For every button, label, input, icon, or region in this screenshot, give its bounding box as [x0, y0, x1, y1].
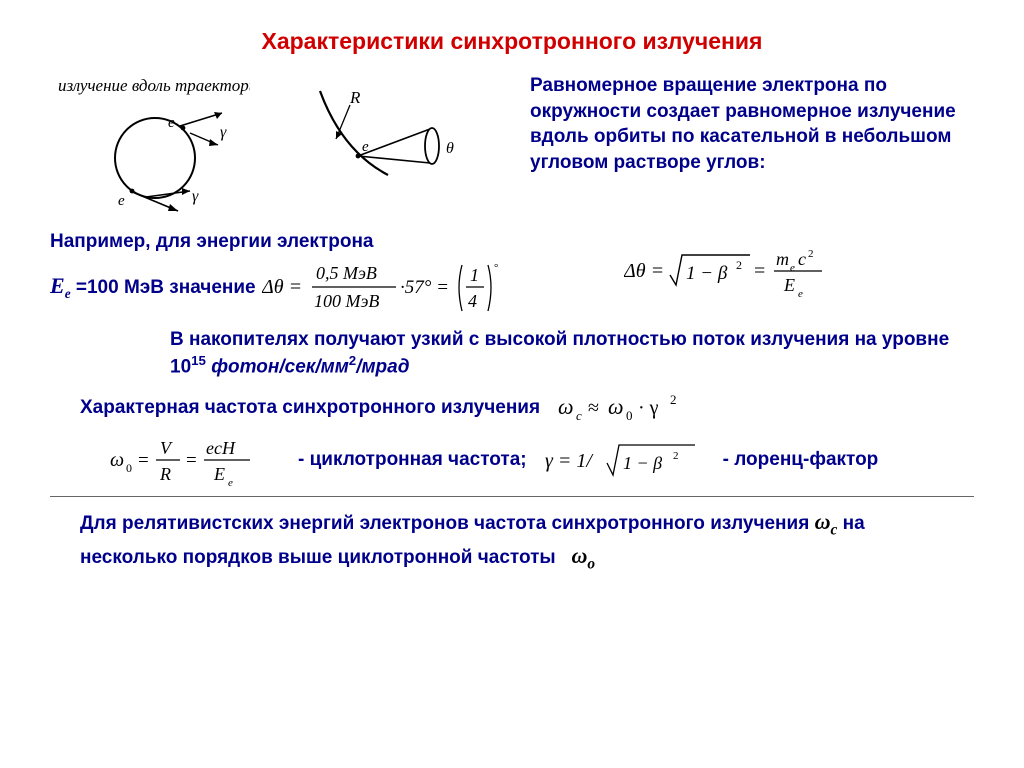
svg-text:V: V	[160, 438, 173, 458]
char-freq-row: Характерная частота синхротронного излуч…	[80, 390, 974, 426]
svg-text:2: 2	[736, 258, 742, 272]
svg-text:1 − β: 1 − β	[623, 453, 662, 473]
svg-text:R: R	[159, 464, 171, 484]
flux-paragraph: В накопителях получают узкий с высокой п…	[170, 327, 970, 381]
delta-theta-example-formula: Δθ = 0,5 МэВ 100 МэВ ·57° = 1 4 °	[262, 255, 502, 319]
svg-text:E: E	[213, 464, 225, 484]
radiation-cone-diagram: R e θ	[280, 73, 470, 203]
Ee-label: Ee =100 МэВ значение	[50, 271, 256, 303]
svg-text:Δθ =: Δθ =	[624, 260, 664, 282]
gamma2: γ	[192, 188, 199, 205]
svg-text:·57° =: ·57° =	[400, 277, 449, 298]
svg-text:ω: ω	[608, 394, 624, 419]
svg-text:1: 1	[470, 265, 479, 285]
svg-text:0: 0	[126, 461, 132, 475]
svg-text:c: c	[798, 249, 806, 269]
e2: e	[118, 193, 125, 209]
rotation-paragraph: Равномерное вращение электрона по окружн…	[530, 73, 974, 176]
char-freq-label: Характерная частота синхротронного излуч…	[80, 395, 540, 421]
svg-text:ω: ω	[110, 449, 124, 471]
svg-text:c: c	[576, 408, 582, 423]
svg-text:=: =	[754, 260, 765, 282]
svg-text:e: e	[798, 288, 803, 300]
svg-text:4: 4	[468, 291, 477, 311]
svg-text:2: 2	[673, 450, 679, 462]
svg-text:°: °	[494, 262, 498, 274]
svg-text:100 МэВ: 100 МэВ	[314, 291, 379, 311]
svg-text:Δθ =: Δθ =	[262, 276, 302, 298]
svg-text:e: e	[790, 262, 795, 274]
cyclotron-label: - циклотронная частота;	[298, 447, 527, 473]
svg-text:=: =	[186, 450, 197, 471]
lorentz-label: - лоренц-фактор	[723, 447, 879, 473]
svg-text:γ = 1/: γ = 1/	[545, 450, 594, 472]
svg-text:e: e	[228, 477, 233, 489]
svg-text:ω: ω	[558, 394, 574, 419]
svg-text:2: 2	[670, 392, 677, 407]
svg-text:E: E	[783, 275, 795, 295]
omega-c-formula: ω c ≈ ω 0 · γ 2	[554, 390, 704, 426]
example-line1: Например, для энергии электрона	[50, 229, 502, 255]
example-row: Например, для энергии электрона Ee =100 …	[50, 229, 974, 319]
page-title: Характеристики синхротронного излучения	[50, 28, 974, 55]
svg-text:0,5 МэВ: 0,5 МэВ	[316, 263, 377, 283]
svg-text:m: m	[776, 249, 789, 269]
svg-text:2: 2	[808, 248, 814, 260]
cyclotron-row: ω 0 = V R = ecH E e - циклотронная часто…	[110, 430, 974, 490]
gamma1: γ	[220, 124, 227, 141]
omega0-formula: ω 0 = V R = ecH E e	[110, 430, 280, 490]
relativistic-paragraph: Для релятивистских энергий электронов ча…	[80, 507, 944, 575]
row-diagrams-and-para: излучение вдоль траектории γ e γ e	[50, 73, 974, 223]
svg-text:0: 0	[626, 408, 633, 423]
svg-text:≈: ≈	[588, 397, 599, 419]
e1: e	[168, 115, 175, 131]
lorentz-factor-formula: γ = 1/ 1 − β 2	[545, 437, 705, 483]
trajectory-circle-diagram: излучение вдоль траектории γ e γ e	[50, 73, 250, 223]
theta-label: θ	[446, 140, 454, 157]
svg-text:· γ: · γ	[638, 397, 659, 419]
svg-text:1 − β: 1 − β	[686, 263, 728, 284]
R-label: R	[349, 88, 361, 107]
diagram1-label: излучение вдоль траектории	[58, 76, 250, 95]
svg-text:ecH: ecH	[206, 438, 236, 458]
svg-text:=: =	[138, 450, 149, 471]
divider-line	[50, 496, 974, 497]
diagram-group: излучение вдоль траектории γ e γ e	[50, 73, 470, 223]
delta-theta-formula: Δθ = 1 − β 2 = m e c 2 E e	[624, 241, 864, 301]
